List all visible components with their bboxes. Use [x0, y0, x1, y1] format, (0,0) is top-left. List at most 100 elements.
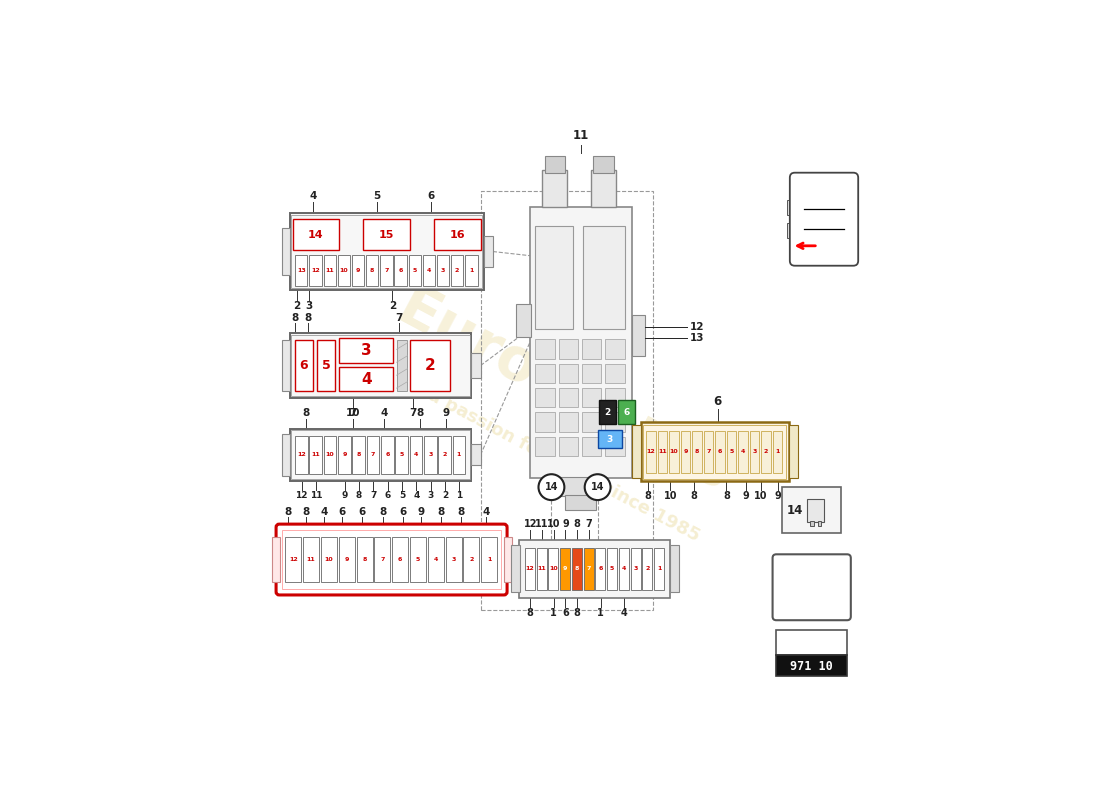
- Text: 5: 5: [610, 566, 615, 571]
- Bar: [644, 425, 786, 478]
- Text: 8: 8: [723, 491, 730, 501]
- Text: 6: 6: [399, 506, 406, 517]
- Text: 9: 9: [417, 506, 425, 517]
- Text: 5: 5: [399, 491, 405, 500]
- Bar: [618, 400, 635, 424]
- Text: 4: 4: [309, 191, 317, 202]
- Text: 8: 8: [290, 313, 298, 322]
- Bar: [692, 430, 702, 473]
- Text: 6: 6: [718, 450, 723, 454]
- Text: 3: 3: [306, 301, 313, 310]
- Text: 1: 1: [470, 268, 473, 273]
- Bar: [536, 363, 556, 383]
- Bar: [283, 340, 290, 391]
- Bar: [647, 430, 656, 473]
- Bar: [323, 254, 336, 286]
- Bar: [410, 537, 426, 582]
- Text: 11: 11: [326, 268, 334, 273]
- Text: 4: 4: [741, 450, 746, 454]
- Bar: [788, 223, 795, 238]
- Text: 10: 10: [324, 557, 333, 562]
- Text: 14: 14: [591, 482, 604, 492]
- Bar: [352, 254, 364, 286]
- Text: 10: 10: [670, 450, 679, 454]
- Bar: [317, 340, 336, 390]
- Text: 6: 6: [398, 557, 403, 562]
- Text: 16: 16: [450, 230, 465, 240]
- Bar: [374, 537, 390, 582]
- Text: 4: 4: [621, 566, 626, 571]
- Text: 12: 12: [311, 268, 320, 273]
- Bar: [537, 548, 547, 590]
- Bar: [471, 444, 481, 466]
- Bar: [283, 530, 500, 589]
- Text: 7: 7: [371, 452, 375, 458]
- Text: 6: 6: [714, 394, 722, 408]
- Text: 2: 2: [646, 566, 650, 571]
- Bar: [600, 400, 616, 424]
- Text: 3: 3: [634, 566, 638, 571]
- Bar: [339, 338, 394, 363]
- Bar: [631, 315, 645, 356]
- Bar: [289, 333, 472, 398]
- Bar: [289, 429, 472, 481]
- Text: 1: 1: [597, 608, 604, 618]
- Text: 8: 8: [302, 506, 310, 517]
- Bar: [582, 363, 602, 383]
- Text: 15: 15: [379, 230, 394, 240]
- Text: 1: 1: [456, 491, 462, 500]
- Text: 2: 2: [605, 407, 610, 417]
- Text: 13: 13: [690, 334, 704, 343]
- Text: 7: 7: [706, 450, 711, 454]
- Text: 9: 9: [563, 566, 568, 571]
- Text: 7: 7: [370, 491, 376, 500]
- Text: 4: 4: [482, 506, 490, 517]
- Text: 8: 8: [645, 491, 651, 501]
- Bar: [777, 655, 847, 676]
- Text: 7: 7: [381, 557, 385, 562]
- Text: 12: 12: [647, 450, 656, 454]
- Text: 10: 10: [754, 491, 768, 501]
- Text: 14: 14: [308, 230, 323, 240]
- Text: 10: 10: [549, 566, 558, 571]
- Text: 11: 11: [310, 491, 322, 500]
- Bar: [535, 226, 573, 329]
- Text: 9: 9: [442, 408, 450, 418]
- FancyBboxPatch shape: [790, 173, 858, 266]
- Bar: [285, 537, 301, 582]
- Text: 11: 11: [537, 566, 546, 571]
- Text: 5: 5: [399, 452, 404, 458]
- Bar: [410, 340, 450, 391]
- Bar: [381, 436, 394, 474]
- Text: 11: 11: [536, 519, 549, 529]
- Text: 7: 7: [350, 408, 356, 418]
- Bar: [482, 537, 497, 582]
- Bar: [339, 366, 394, 391]
- Text: 3: 3: [451, 557, 455, 562]
- Bar: [619, 548, 629, 590]
- Text: 7: 7: [585, 519, 593, 529]
- Text: 2: 2: [455, 268, 460, 273]
- Bar: [530, 207, 631, 478]
- Bar: [425, 436, 437, 474]
- Bar: [810, 521, 814, 526]
- Text: 8: 8: [285, 506, 292, 517]
- Bar: [512, 546, 520, 592]
- Text: 4: 4: [427, 268, 431, 273]
- Bar: [582, 412, 602, 432]
- Text: 3: 3: [428, 452, 432, 458]
- Text: 5: 5: [416, 557, 420, 562]
- Bar: [542, 170, 568, 207]
- Text: 12: 12: [296, 491, 308, 500]
- Bar: [750, 430, 759, 473]
- Text: 11: 11: [311, 452, 320, 458]
- Bar: [356, 537, 373, 582]
- Text: 3: 3: [428, 491, 433, 500]
- Text: 12: 12: [690, 322, 704, 333]
- Bar: [292, 335, 470, 396]
- Text: 1: 1: [657, 566, 661, 571]
- Text: 4: 4: [381, 408, 388, 418]
- Bar: [393, 537, 408, 582]
- Bar: [394, 254, 407, 286]
- Bar: [782, 487, 840, 534]
